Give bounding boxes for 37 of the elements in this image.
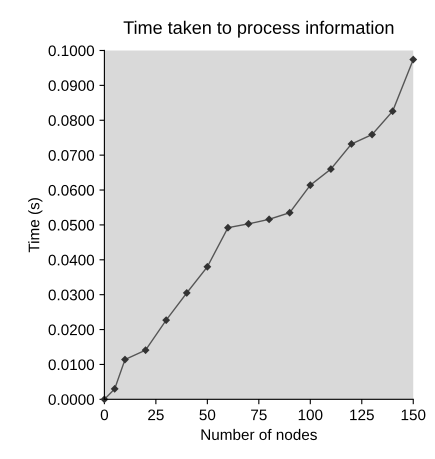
point [389,108,396,115]
y-tick-label: 0.0900 [48,80,94,92]
y-tick-label: 0.0100 [48,359,94,370]
point [265,216,273,223]
x-tick-label: 150 [402,409,426,420]
y-tick-label: 0.0200 [48,324,94,336]
point [142,346,150,354]
y-tick-label: 0.1000 [48,45,94,56]
point [162,316,170,324]
y-tick-label: 0.0600 [48,184,94,196]
y-tick-label: 0.0700 [48,150,94,161]
point [204,263,211,270]
y-tick-label: 0.0400 [48,254,94,266]
point [111,385,118,393]
y-tick-label: 0.0500 [48,220,94,231]
point [410,56,417,64]
point [183,289,190,297]
y-tick-label: 0.0300 [48,290,94,300]
y-axis-title: Time (s) [28,198,42,252]
y-tick-label: 0.0800 [48,115,94,126]
point [244,220,252,228]
x-tick-label: 25 [148,409,164,420]
point [224,224,232,232]
point [286,209,294,216]
x-tick-label: 0 [100,409,108,420]
x-tick-label: 75 [251,410,267,420]
x-axis-title: Number of nodes [201,428,317,440]
x-tick-label: 100 [298,409,322,420]
point [368,130,376,138]
chart-title: Time taken to process information [124,20,394,38]
point [121,356,129,364]
x-tick-label: 125 [350,409,374,420]
point [306,182,314,189]
point [348,140,356,148]
x-tick-label: 50 [199,409,216,420]
point [327,165,335,173]
y-tick-label: 0.0000 [48,394,94,406]
